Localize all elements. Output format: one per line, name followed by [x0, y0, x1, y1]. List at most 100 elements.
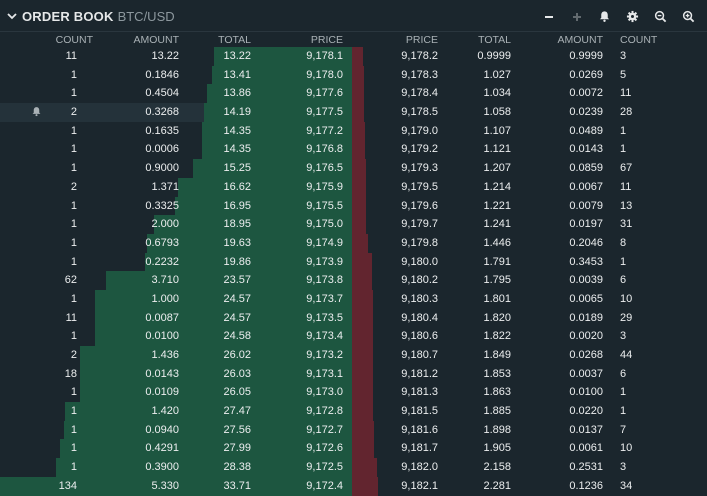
bid-total: 16.62: [223, 180, 251, 193]
bid-row[interactable]: 1 1.420 27.47 9,172.8: [0, 402, 352, 421]
bid-count: 18: [64, 367, 77, 380]
chevron-down-icon[interactable]: [4, 8, 20, 24]
bid-count: 134: [58, 479, 77, 492]
ask-row[interactable]: 9,182.0 2.158 0.2531 3: [352, 458, 707, 477]
panel-title[interactable]: ORDER BOOK BTC/USD: [4, 7, 175, 25]
bid-row[interactable]: 1 0.0100 24.58 9,173.4: [0, 327, 352, 346]
ask-row[interactable]: 9,180.4 1.820 0.0189 29: [352, 308, 707, 328]
ask-row[interactable]: 9,178.5 1.058 0.0239 28: [352, 103, 707, 122]
ask-row[interactable]: 9,179.5 1.214 0.0067 11: [352, 177, 707, 197]
ask-amount-header[interactable]: AMOUNT: [557, 34, 604, 46]
ask-row[interactable]: 9,178.2 0.9999 0.9999 3: [352, 47, 707, 66]
bid-row[interactable]: 62 3.710 23.57 9,173.8: [0, 271, 352, 290]
ask-row[interactable]: 9,180.7 1.849 0.0268 44: [352, 346, 707, 365]
ask-amount: 0.0061: [569, 442, 603, 455]
zoom-out-icon[interactable]: [652, 8, 669, 25]
zoom-in-icon[interactable]: [680, 8, 697, 25]
ask-depth-bar: [352, 327, 373, 346]
ask-row[interactable]: 9,178.4 1.034 0.0072 11: [352, 84, 707, 104]
bid-depth-bar: [144, 252, 352, 272]
bid-total: 23.57: [223, 274, 251, 287]
bid-amount: 13.22: [151, 50, 179, 62]
bid-row[interactable]: 1 0.0109 26.05 9,173.0: [0, 383, 352, 403]
ask-price-header[interactable]: PRICE: [405, 34, 438, 46]
ask-total: 1.795: [483, 274, 511, 287]
bid-row[interactable]: 1 2.000 18.95 9,175.0: [0, 215, 352, 234]
ask-row[interactable]: 9,180.2 1.795 0.0039 6: [352, 271, 707, 290]
bid-price: 9,175.0: [306, 218, 343, 231]
ask-count-header[interactable]: COUNT: [620, 34, 658, 46]
bid-row[interactable]: 1 1.000 24.57 9,173.7: [0, 289, 352, 309]
ask-row[interactable]: 9,179.0 1.107 0.0489 1: [352, 121, 707, 141]
ask-total: 1.898: [483, 423, 511, 436]
ask-row[interactable]: 9,181.3 1.863 0.0100 1: [352, 383, 707, 403]
bid-row[interactable]: 1 0.0940 27.56 9,172.7: [0, 420, 352, 440]
bid-price: 9,172.8: [306, 405, 343, 418]
bid-row[interactable]: 134 5.330 33.71 9,172.4: [0, 476, 352, 496]
bid-depth-bar: [192, 159, 352, 178]
bid-row[interactable]: 1 0.4291 27.99 9,172.6: [0, 439, 352, 459]
bid-total: 14.19: [223, 106, 251, 119]
bid-count: 11: [65, 311, 77, 324]
ask-row[interactable]: 9,179.7 1.241 0.0197 31: [352, 215, 707, 234]
bid-row[interactable]: 11 0.0087 24.57 9,173.5: [0, 308, 352, 328]
bid-row[interactable]: 1 0.1635 14.35 9,177.2: [0, 121, 352, 141]
bid-amount: 0.4504: [145, 87, 179, 100]
ask-total: 1.027: [483, 68, 511, 81]
bid-count: 1: [70, 199, 77, 212]
bid-amount-header[interactable]: AMOUNT: [133, 34, 180, 46]
bid-count-header[interactable]: COUNT: [55, 34, 93, 46]
ask-count: 1: [620, 124, 627, 137]
bid-price: 9,172.4: [306, 479, 343, 492]
ask-row[interactable]: 9,180.6 1.822 0.0020 3: [352, 327, 707, 346]
bid-row[interactable]: 1 0.3900 28.38 9,172.5: [0, 458, 352, 477]
ask-row[interactable]: 9,182.1 2.281 0.1236 34: [352, 476, 707, 496]
ask-row[interactable]: 9,181.2 1.853 0.0037 6: [352, 364, 707, 384]
ask-price: 9,181.7: [401, 442, 438, 455]
bid-amount: 0.0087: [145, 311, 179, 324]
price-alert-bell-icon[interactable]: [31, 106, 43, 118]
ask-amount: 0.0859: [569, 162, 603, 175]
bell-icon[interactable]: [596, 8, 613, 25]
bid-count: 1: [70, 386, 77, 399]
bid-count: 2: [70, 106, 77, 119]
ask-row[interactable]: 9,181.5 1.885 0.0220 1: [352, 402, 707, 421]
bid-row[interactable]: 1 0.4504 13.86 9,177.6: [0, 84, 352, 104]
bid-row[interactable]: 1 0.9000 15.25 9,176.5: [0, 159, 352, 178]
ask-row[interactable]: 9,179.3 1.207 0.0859 67: [352, 159, 707, 178]
ask-total: 1.241: [483, 218, 511, 231]
bid-price-header[interactable]: PRICE: [310, 34, 343, 46]
plus-icon[interactable]: [568, 8, 585, 25]
ask-amount: 0.2531: [569, 461, 603, 474]
bid-row[interactable]: 2 1.371 16.62 9,175.9: [0, 177, 352, 197]
ask-count: 13: [620, 199, 633, 212]
bid-row[interactable]: 11 13.22 13.22 9,178.1: [0, 47, 352, 66]
bid-depth-bar: [64, 420, 352, 440]
ask-total-header[interactable]: TOTAL: [478, 34, 511, 46]
minus-icon[interactable]: [540, 8, 557, 25]
ask-total: 1.863: [483, 386, 511, 399]
ask-row[interactable]: 9,180.3 1.801 0.0065 10: [352, 289, 707, 309]
ask-row[interactable]: 9,179.8 1.446 0.2046 8: [352, 233, 707, 253]
ask-row[interactable]: 9,179.6 1.221 0.0079 13: [352, 196, 707, 216]
bid-row[interactable]: 1 0.2232 19.86 9,173.9: [0, 252, 352, 272]
bid-row[interactable]: 1 0.1846 13.41 9,178.0: [0, 65, 352, 85]
bid-row[interactable]: 1 0.0006 14.35 9,176.8: [0, 140, 352, 160]
ask-row[interactable]: 9,180.0 1.791 0.3453 1: [352, 252, 707, 272]
bid-row[interactable]: 1 0.3325 16.95 9,175.5: [0, 196, 352, 216]
ask-row[interactable]: 9,179.2 1.121 0.0143 1: [352, 140, 707, 160]
ask-amount: 0.0067: [569, 180, 603, 193]
ask-row[interactable]: 9,181.6 1.898 0.0137 7: [352, 420, 707, 440]
ask-row[interactable]: 9,181.7 1.905 0.0061 10: [352, 439, 707, 459]
bid-row[interactable]: 2 0.3268 14.19 9,177.5: [0, 103, 352, 122]
bid-total-header[interactable]: TOTAL: [218, 34, 251, 46]
ask-row[interactable]: 9,178.3 1.027 0.0269 5: [352, 65, 707, 85]
bid-amount: 0.3900: [145, 461, 179, 474]
bid-row[interactable]: 2 1.436 26.02 9,173.2: [0, 346, 352, 365]
bid-price: 9,177.2: [306, 124, 343, 137]
ask-price: 9,181.6: [401, 423, 438, 436]
bid-row[interactable]: 1 0.6793 19.63 9,174.9: [0, 233, 352, 253]
bid-row[interactable]: 18 0.0143 26.03 9,173.1: [0, 364, 352, 384]
bid-total: 15.25: [223, 162, 251, 175]
gear-icon[interactable]: [624, 8, 641, 25]
